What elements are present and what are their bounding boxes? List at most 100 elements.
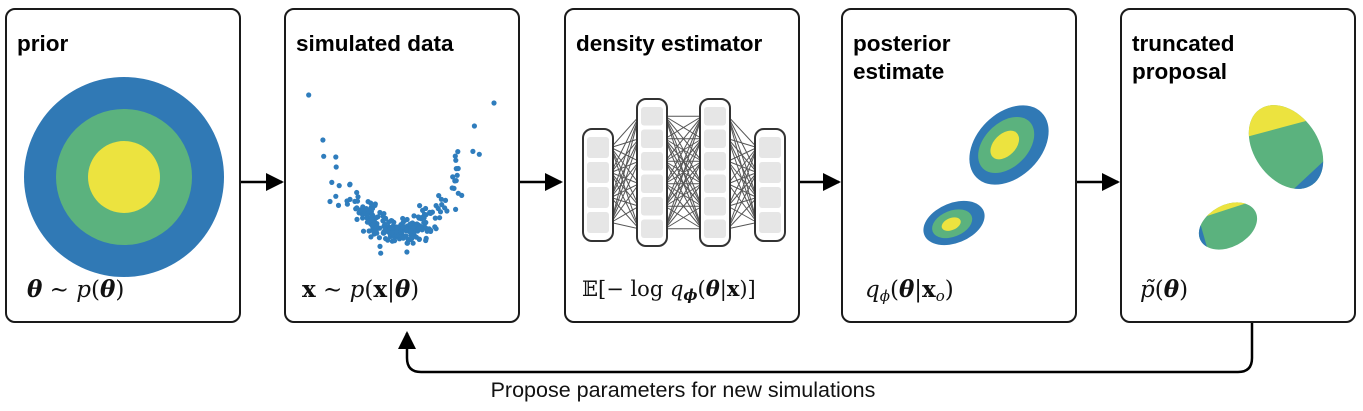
network-edge [664, 205, 703, 230]
scatter-point [352, 198, 358, 204]
network-edge [727, 172, 758, 229]
scatter-point [455, 190, 461, 196]
network-edge [610, 172, 640, 229]
scatter-point [354, 216, 360, 222]
scatter-point [437, 215, 443, 221]
scatter-point [410, 240, 416, 246]
network-node [641, 152, 663, 171]
scatter-point [354, 189, 360, 196]
network-edge [610, 138, 640, 223]
network-edge [727, 147, 758, 185]
scatter-point [364, 219, 370, 225]
posterior-ellipse-small [923, 200, 985, 246]
network-edge [664, 183, 703, 230]
network-edge [727, 147, 758, 162]
network-node [641, 197, 663, 216]
scatter-point [394, 224, 400, 230]
scatter-point [329, 179, 335, 185]
network-edge [610, 147, 640, 162]
network-edge [727, 115, 758, 148]
panel-truncated-proposal: truncated proposal [1120, 8, 1356, 323]
network-edge [610, 197, 640, 207]
posterior-ellipses-icon [923, 105, 1049, 246]
scatter-point [389, 238, 395, 244]
scatter-point [471, 123, 477, 129]
scatter-point [380, 230, 386, 236]
scatter-point [450, 174, 456, 180]
network-edge [664, 116, 703, 229]
scatter-point [333, 193, 339, 199]
concentric-circles-icon [24, 77, 224, 277]
scatter-point [327, 198, 333, 205]
network-node [759, 137, 781, 158]
network-edge [664, 138, 703, 229]
truncated-title-line1: truncated [1132, 31, 1235, 56]
network-node [587, 187, 609, 208]
scatter-point [373, 228, 379, 234]
scatter-point [416, 225, 422, 231]
scatter-point [373, 215, 379, 221]
network-node [704, 219, 726, 238]
network-edge [664, 161, 703, 229]
scatter-point [427, 210, 434, 216]
scatter-point [368, 200, 374, 206]
panel-simulated-data: simulated data x ∼ p(x|θ) [284, 8, 520, 323]
scatter-point [424, 228, 430, 234]
density-formula: 𝔼[− log qϕ(θ|x)] [582, 276, 756, 304]
network-node [587, 137, 609, 158]
scatter-point [400, 220, 406, 226]
network-edge [727, 222, 758, 230]
network-edge [664, 115, 703, 162]
network-edge [727, 172, 758, 185]
network-edge [610, 222, 640, 230]
scatter-point [377, 243, 383, 249]
simulated-formula: x ∼ p(x|θ) [302, 276, 420, 303]
scatter-point [369, 216, 375, 223]
network-edge [664, 116, 703, 207]
scatter-point [400, 224, 406, 230]
scatter-point [385, 237, 391, 243]
scatter-point [436, 193, 442, 199]
network-node [704, 129, 726, 148]
network-node [641, 129, 663, 148]
scatter-point [347, 182, 353, 188]
truncated-formula: p̃(θ) [1140, 276, 1189, 303]
scatter-point [333, 164, 339, 170]
network-node [587, 212, 609, 233]
network-edge [727, 183, 758, 223]
posterior-formula: qϕ(θ|xo) [865, 276, 954, 305]
scatter-point [389, 230, 395, 236]
scatter-point [455, 149, 461, 155]
network-edge [727, 147, 758, 229]
neural-network-icon [582, 98, 786, 247]
network-edge [610, 161, 640, 223]
scatter-point [444, 208, 450, 214]
network-edge [610, 115, 640, 148]
network-edge [610, 160, 640, 173]
network-edge [727, 197, 758, 230]
network-node [759, 162, 781, 183]
scatter-point [306, 92, 312, 98]
network-node [704, 197, 726, 216]
panel-title-truncated: truncated proposal [1132, 30, 1346, 86]
posterior-title-line2: estimate [853, 59, 945, 84]
scatter-point [437, 209, 444, 215]
network-edge [610, 116, 640, 198]
network-node [704, 107, 726, 126]
panel-title-prior: prior [17, 31, 69, 56]
scatter-point [407, 221, 413, 227]
scatter-point [413, 234, 419, 240]
scatter-point [452, 153, 458, 159]
scatter-point [369, 222, 376, 228]
network-edge [727, 138, 758, 148]
scatter-point [442, 197, 449, 203]
scatter-point [357, 207, 364, 213]
network-node [641, 174, 663, 193]
network-edge [727, 160, 758, 198]
scatter-plot-icon [306, 92, 497, 256]
network-edge [727, 138, 758, 198]
network-edge [727, 116, 758, 198]
posterior-title-line1: posterior [853, 31, 951, 56]
